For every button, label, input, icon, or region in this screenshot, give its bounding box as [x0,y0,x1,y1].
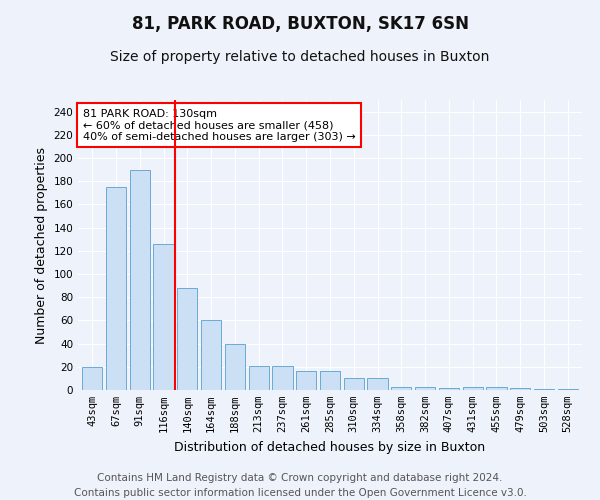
X-axis label: Distribution of detached houses by size in Buxton: Distribution of detached houses by size … [175,440,485,454]
Bar [272,366,293,390]
Bar [154,244,173,390]
Text: 81, PARK ROAD, BUXTON, SK17 6SN: 81, PARK ROAD, BUXTON, SK17 6SN [131,15,469,33]
Bar [487,386,506,390]
Bar [225,344,245,390]
Text: Size of property relative to detached houses in Buxton: Size of property relative to detached ho… [110,50,490,64]
Bar [248,366,269,390]
Y-axis label: Number of detached properties: Number of detached properties [35,146,48,344]
Text: 81 PARK ROAD: 130sqm
← 60% of detached houses are smaller (458)
40% of semi-deta: 81 PARK ROAD: 130sqm ← 60% of detached h… [83,108,356,142]
Bar [130,170,150,390]
Bar [367,378,388,390]
Bar [201,320,221,390]
Bar [557,389,578,390]
Bar [439,388,459,390]
Bar [296,372,316,390]
Bar [415,386,435,390]
Bar [534,389,554,390]
Bar [320,372,340,390]
Bar [463,386,483,390]
Bar [391,386,412,390]
Text: Contains HM Land Registry data © Crown copyright and database right 2024.
Contai: Contains HM Land Registry data © Crown c… [74,472,526,498]
Bar [177,288,197,390]
Bar [106,187,126,390]
Bar [82,367,103,390]
Bar [344,378,364,390]
Bar [510,388,530,390]
